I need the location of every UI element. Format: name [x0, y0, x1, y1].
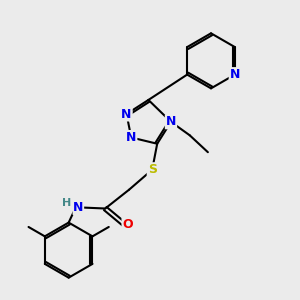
Text: O: O: [122, 218, 133, 231]
Text: N: N: [121, 107, 132, 121]
Text: N: N: [73, 201, 83, 214]
Text: S: S: [148, 163, 157, 176]
Text: H: H: [62, 198, 72, 208]
Text: N: N: [166, 115, 176, 128]
Text: N: N: [126, 131, 136, 144]
Text: N: N: [230, 68, 240, 81]
